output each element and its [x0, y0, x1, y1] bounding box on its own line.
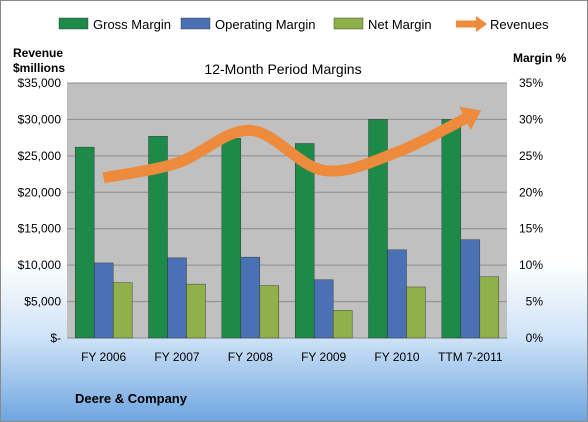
left-tick-label: $30,000 [18, 112, 62, 126]
left-tick-label: $5,000 [24, 295, 61, 309]
right-axis-ticks: 0% 5% 10% 15% 20% 25% 30% 35% [519, 76, 543, 345]
left-axis-title-line-2: $millions [13, 61, 65, 75]
revenue-line [102, 110, 473, 184]
net-margin-bar [406, 286, 426, 339]
legend-label: Revenues [490, 17, 549, 32]
right-tick-label: 0% [526, 331, 544, 345]
left-tick-label: $15,000 [18, 222, 62, 236]
operating-margin-bar [460, 239, 481, 339]
bar-swatch-icon [58, 17, 89, 30]
right-tick-label: 20% [519, 185, 543, 199]
right-tick-label: 30% [519, 112, 543, 126]
category-label: FY 2010 [374, 350, 419, 364]
net-margin-bar [479, 276, 500, 339]
right-tick-label: 25% [519, 149, 543, 163]
net-margin-bar [332, 310, 353, 339]
left-tick-label: $20,000 [18, 185, 62, 199]
chart-legend: Gross Margin Operating Margin Net Margin Re… [58, 16, 549, 32]
category-axis-labels: FY 2006 FY 2007 FY 2008 FY 2009 FY 2010 TTM 7… [81, 350, 503, 364]
category-label: FY 2007 [154, 350, 199, 364]
bar-series [74, 119, 500, 339]
gross-margin-bar [74, 146, 95, 339]
left-axis-ticks: $- $5,000 $10,000 $15,000 $20,000 $25,000 $30,… [18, 76, 62, 345]
gross-margin-bar [441, 119, 462, 339]
category-label: TTM 7-2011 [438, 350, 503, 364]
gross-margin-bar [294, 143, 315, 339]
net-margin-bar [259, 285, 280, 339]
gross-margin-bar [368, 119, 388, 339]
revenue-arrowhead [459, 106, 482, 131]
category-label: FY 2008 [228, 350, 273, 364]
arrow-swatch-icon [476, 16, 487, 32]
left-tick-label: $- [50, 331, 61, 345]
legend-item-revenues: Revenues [456, 16, 549, 32]
legend-item-operating: Operating Margin [180, 17, 315, 32]
net-margin-bar [112, 282, 133, 339]
category-label: FY 2006 [81, 350, 126, 364]
operating-margin-bar [167, 257, 187, 339]
revenue-line-series [102, 106, 482, 184]
category-label: FY 2009 [301, 350, 346, 364]
operating-margin-bar [387, 249, 407, 339]
left-tick-label: $25,000 [18, 149, 62, 163]
gross-margin-bar [221, 138, 242, 339]
legend-item-net: Net Margin [333, 17, 432, 32]
left-axis-title-line-1: Revenue [13, 46, 63, 60]
legend-item-gross: Gross Margin [58, 17, 171, 32]
legend-label: Gross Margin [93, 17, 171, 32]
plot-area [67, 83, 507, 338]
right-tick-label: 10% [519, 258, 543, 272]
right-axis-title: Margin % [513, 51, 567, 65]
bar-swatch-icon [180, 17, 211, 30]
net-margin-bar [186, 283, 206, 339]
bar-swatch-icon [333, 17, 364, 30]
legend-label: Operating Margin [215, 17, 315, 32]
company-name: Deere & Company [75, 391, 188, 406]
operating-margin-bar [313, 279, 334, 339]
left-tick-label: $35,000 [18, 76, 62, 90]
gross-margin-bar [148, 135, 168, 339]
operating-margin-bar [93, 262, 114, 339]
legend-label: Net Margin [368, 17, 432, 32]
right-tick-label: 35% [519, 76, 543, 90]
left-tick-label: $10,000 [18, 258, 62, 272]
right-tick-label: 5% [526, 295, 544, 309]
gridlines [67, 82, 507, 339]
chart-title: 12-Month Period Margins [204, 61, 361, 77]
operating-margin-bar [240, 256, 261, 339]
right-tick-label: 15% [519, 222, 543, 236]
